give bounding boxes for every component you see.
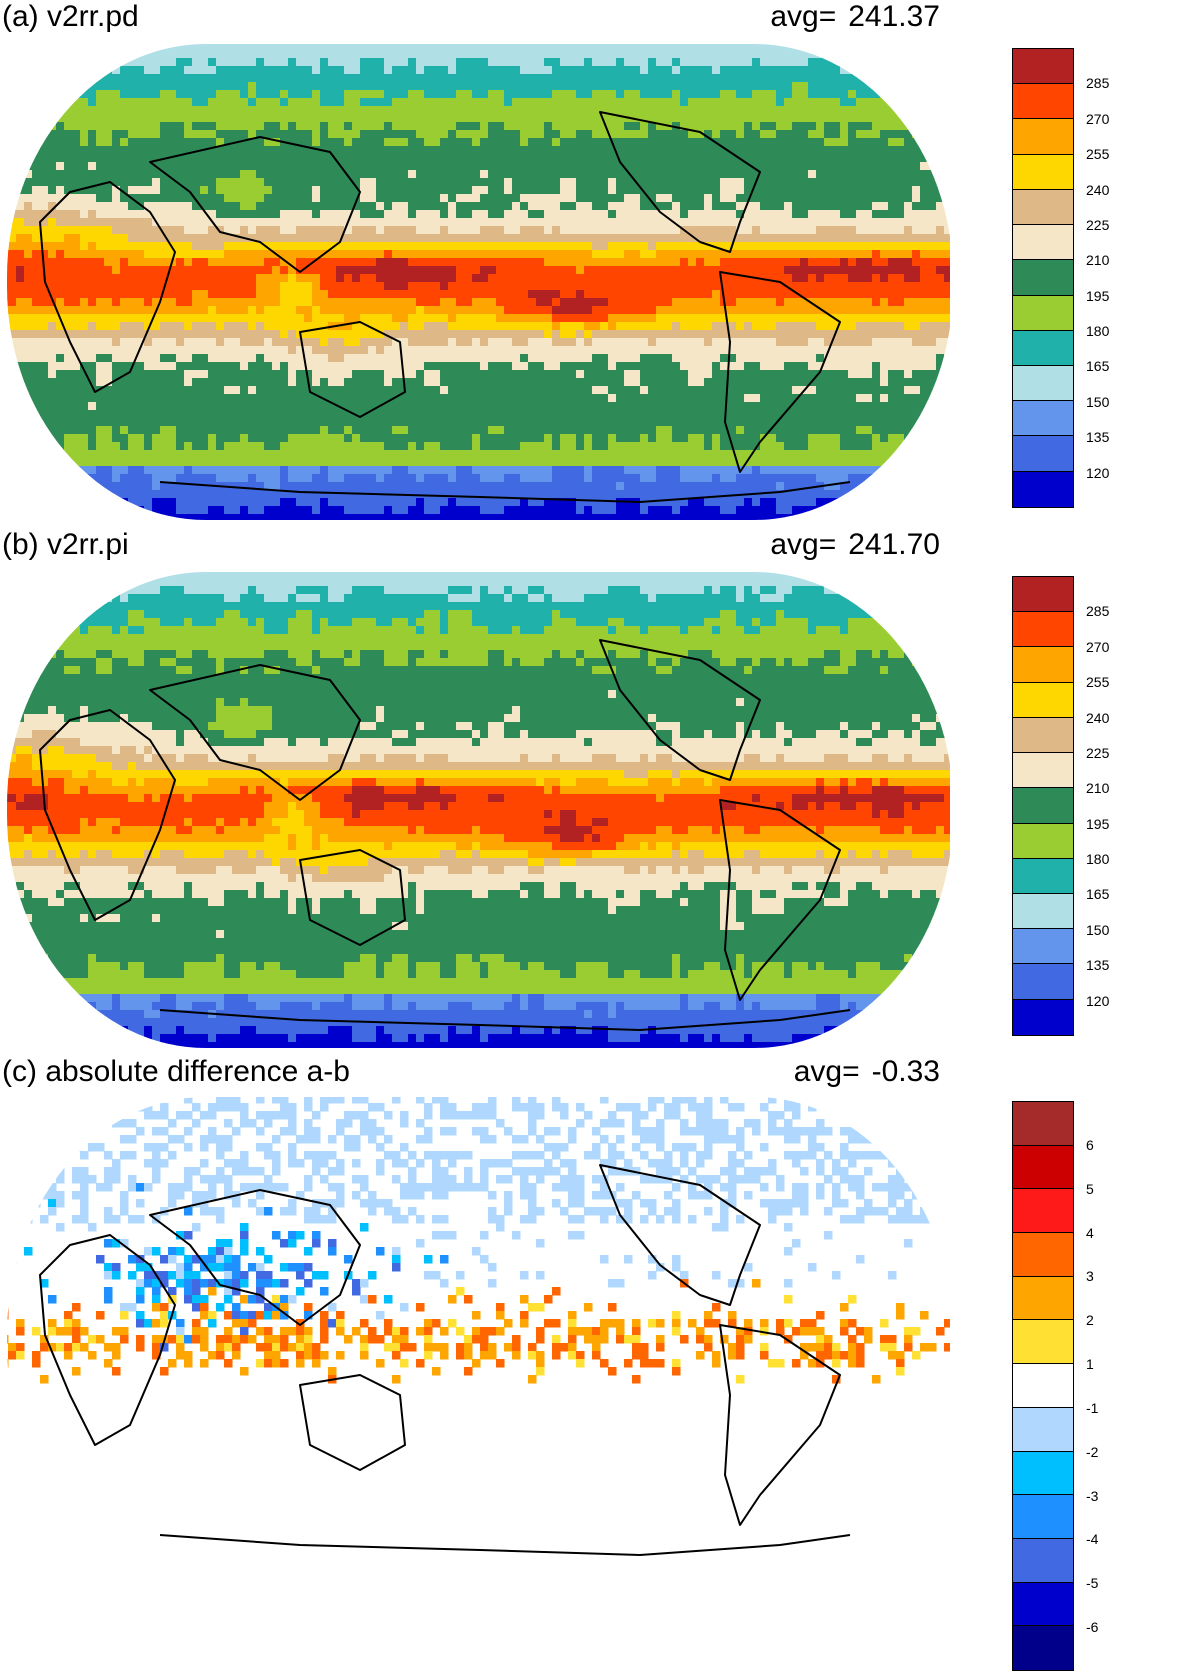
colorbar-tick-label: 135 <box>1086 429 1110 446</box>
colorbar-tick-label: 225 <box>1086 744 1110 761</box>
avg-value: -0.33 <box>871 1055 940 1088</box>
colorbar-swatch <box>1013 154 1073 190</box>
panel-b: (b) v2rr.pi avg= 241.70 285 270 255 240 225 21… <box>0 528 1188 1053</box>
avg-label: avg= <box>770 528 837 561</box>
colorbar-tick-label: 165 <box>1086 358 1110 375</box>
colorbar-tick-label: 285 <box>1086 75 1110 92</box>
colorbar-tick-label: 210 <box>1086 252 1110 269</box>
colorbar-swatch <box>1013 964 1073 1000</box>
colorbar-c <box>1012 1101 1074 1671</box>
colorbar-tick-label: 2 <box>1086 1312 1094 1329</box>
colorbar-tick-label: 5 <box>1086 1180 1094 1197</box>
colorbar-swatch <box>1013 1538 1073 1583</box>
colorbar-swatch <box>1013 1145 1073 1190</box>
colorbar-tick-label: -1 <box>1086 1399 1099 1416</box>
colorbar-tick-label: 255 <box>1086 146 1110 163</box>
colorbar-swatch <box>1013 330 1073 366</box>
colorbar-swatch <box>1013 1276 1073 1321</box>
panel-average: avg= 241.37 <box>770 0 940 34</box>
colorbar-swatch <box>1013 295 1073 331</box>
colorbar-tick-label: -5 <box>1086 1575 1099 1592</box>
colorbar-swatch <box>1013 858 1073 894</box>
colorbar-b <box>1012 576 1074 1036</box>
colorbar-swatch <box>1013 1495 1073 1539</box>
colorbar-tick-label: 135 <box>1086 957 1110 974</box>
colorbar-swatch <box>1013 1189 1073 1234</box>
colorbar-swatch <box>1013 189 1073 226</box>
colorbar-swatch <box>1013 823 1073 859</box>
colorbar-tick-label: 285 <box>1086 603 1110 620</box>
colorbar-swatch <box>1013 119 1073 155</box>
colorbar-swatch <box>1013 1451 1073 1496</box>
colorbar-tick-label: 240 <box>1086 181 1110 198</box>
colorbar-tick-label: 120 <box>1086 992 1110 1009</box>
avg-value: 241.37 <box>848 0 940 33</box>
colorbar-tick-label: 1 <box>1086 1356 1094 1373</box>
colorbar-tick-label: 150 <box>1086 921 1110 938</box>
colorbar-tick-label: -2 <box>1086 1443 1099 1460</box>
colorbar-swatch <box>1013 436 1073 472</box>
panel-title: (b) v2rr.pi <box>2 528 129 561</box>
colorbar-tick-label: -3 <box>1086 1487 1099 1504</box>
map-field-b <box>7 572 950 1048</box>
colorbar-swatch <box>1013 365 1073 402</box>
colorbar-swatch <box>1013 1233 1073 1277</box>
colorbar-tick-label: 195 <box>1086 815 1110 832</box>
colorbar-swatch <box>1013 788 1073 824</box>
colorbar-tick-label: 255 <box>1086 674 1110 691</box>
avg-label: avg= <box>770 0 837 33</box>
colorbar-swatch <box>1013 647 1073 683</box>
map-field-c <box>7 1097 950 1556</box>
panel-title: (c) absolute difference a-b <box>2 1055 350 1088</box>
colorbar-tick-label: 240 <box>1086 709 1110 726</box>
colorbar-swatch <box>1013 401 1073 437</box>
colorbar-swatch <box>1013 1626 1073 1670</box>
colorbar-tick-label: 225 <box>1086 216 1110 233</box>
panel-average: avg= 241.70 <box>770 528 940 562</box>
colorbar-swatch <box>1013 1320 1073 1365</box>
panel-c: (c) absolute difference a-b avg= -0.33 6 5… <box>0 1055 1188 1677</box>
colorbar-swatch <box>1013 717 1073 754</box>
panel-title: (a) v2rr.pd <box>2 0 139 33</box>
colorbar-tick-label: 165 <box>1086 886 1110 903</box>
colorbar-tick-label: 270 <box>1086 638 1110 655</box>
colorbar-a <box>1012 48 1074 508</box>
colorbar-tick-label: 270 <box>1086 110 1110 127</box>
colorbar-swatch <box>1013 893 1073 930</box>
colorbar-swatch <box>1013 471 1073 507</box>
colorbar-tick-label: 180 <box>1086 851 1110 868</box>
colorbar-tick-label: 180 <box>1086 323 1110 340</box>
panel-a: (a) v2rr.pd avg= 241.37 285 270 255 240 225 21… <box>0 0 1188 525</box>
colorbar-tick-label: 150 <box>1086 393 1110 410</box>
colorbar-tick-label: -6 <box>1086 1619 1099 1636</box>
colorbar-swatch <box>1013 1364 1073 1408</box>
colorbar-tick-label: 120 <box>1086 464 1110 481</box>
colorbar-swatch <box>1013 1102 1073 1146</box>
colorbar-tick-label: 3 <box>1086 1268 1094 1285</box>
panel-average: avg= -0.33 <box>794 1055 940 1089</box>
map-field-a <box>7 44 950 520</box>
colorbar-swatch <box>1013 577 1073 613</box>
colorbar-swatch <box>1013 1407 1073 1452</box>
colorbar-swatch <box>1013 612 1073 648</box>
colorbar-tick-label: -4 <box>1086 1531 1099 1548</box>
avg-label: avg= <box>793 1055 860 1088</box>
colorbar-tick-label: 4 <box>1086 1224 1094 1241</box>
colorbar-swatch <box>1013 260 1073 296</box>
colorbar-swatch <box>1013 1582 1073 1627</box>
colorbar-swatch <box>1013 49 1073 85</box>
colorbar-tick-label: 210 <box>1086 780 1110 797</box>
avg-value: 241.70 <box>848 528 940 561</box>
colorbar-swatch <box>1013 929 1073 965</box>
colorbar-swatch <box>1013 682 1073 718</box>
colorbar-tick-label: 195 <box>1086 287 1110 304</box>
colorbar-swatch <box>1013 753 1073 789</box>
colorbar-swatch <box>1013 999 1073 1035</box>
colorbar-swatch <box>1013 84 1073 120</box>
colorbar-swatch <box>1013 225 1073 261</box>
colorbar-tick-label: 6 <box>1086 1136 1094 1153</box>
